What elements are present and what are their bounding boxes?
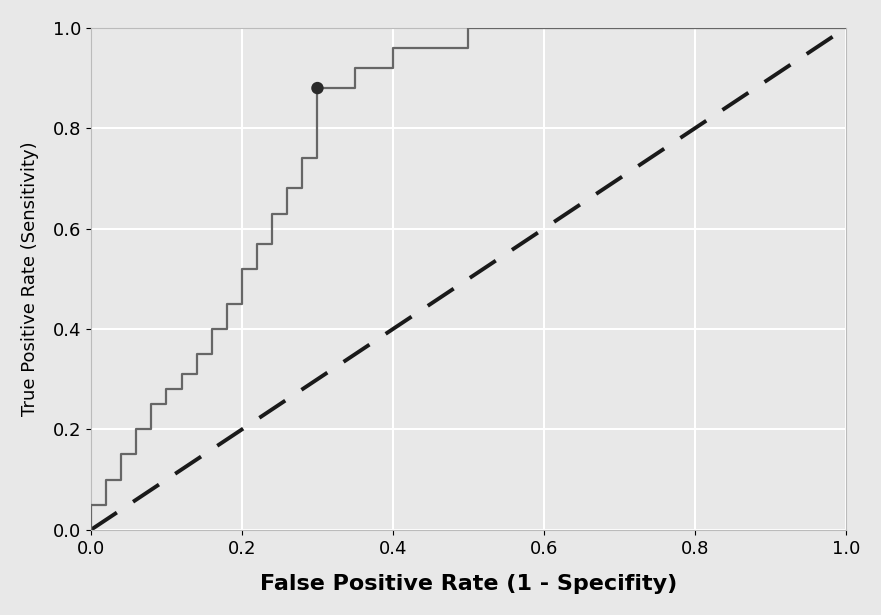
X-axis label: False Positive Rate (1 - Specifity): False Positive Rate (1 - Specifity) (260, 574, 677, 594)
Y-axis label: True Positive Rate (Sensitivity): True Positive Rate (Sensitivity) (21, 141, 39, 416)
Point (310, 83, 324, 93)
